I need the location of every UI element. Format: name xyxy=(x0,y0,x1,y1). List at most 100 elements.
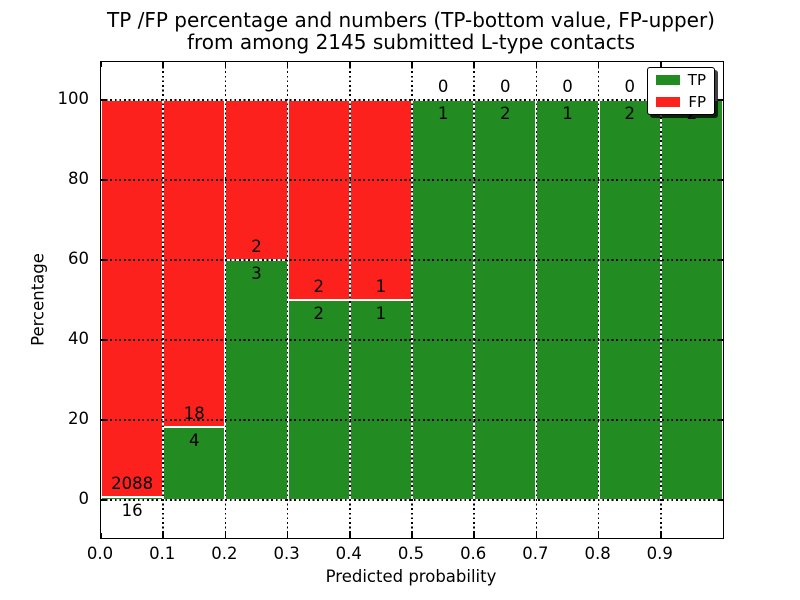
x-tick-label: 0.3 xyxy=(273,544,300,563)
legend-row: FP xyxy=(656,92,706,111)
legend-swatch-tp xyxy=(656,75,680,85)
chart-title-line2: from among 2145 submitted L-type contact… xyxy=(186,30,636,54)
legend-swatch-fp xyxy=(656,97,681,107)
y-tick-label: 20 xyxy=(68,409,89,428)
x-tick-mark xyxy=(535,533,538,538)
x-tick-mark xyxy=(473,533,475,538)
bar-segment-fp xyxy=(287,100,350,300)
bar-label-tp: 1 xyxy=(437,104,449,123)
gridline-v xyxy=(411,62,413,538)
gridline-v xyxy=(473,62,476,538)
y-tick-mark xyxy=(101,339,106,341)
x-tick-mark xyxy=(660,62,662,67)
x-axis-label: Predicted probability xyxy=(325,567,497,586)
gridline-v xyxy=(659,62,662,538)
bar-label-fp: 2 xyxy=(251,237,262,256)
gridline-v xyxy=(286,62,289,538)
x-tick-mark xyxy=(162,533,164,538)
x-tick-mark xyxy=(162,62,164,67)
legend-label-fp: FP xyxy=(688,92,706,111)
chart-title-line1: TP /FP percentage and numbers (TP-bottom… xyxy=(107,8,715,32)
bar-label-tp: 1 xyxy=(375,304,387,323)
y-tick-label: 40 xyxy=(68,329,89,348)
bar-label-fp: 2088 xyxy=(111,473,154,493)
bar-label-tp: 1 xyxy=(562,104,573,123)
x-tick-label: 0.7 xyxy=(522,544,549,563)
legend-label-tp: TP xyxy=(687,70,706,89)
y-tick-label: 80 xyxy=(68,169,89,188)
x-tick-label: 0.1 xyxy=(149,544,176,563)
y-tick-label: 60 xyxy=(68,249,89,268)
x-tick-mark xyxy=(100,62,102,67)
y-tick-mark xyxy=(718,339,723,341)
x-tick-label: 0.0 xyxy=(86,544,114,563)
x-tick-label: 0.4 xyxy=(335,544,362,563)
y-tick-mark xyxy=(718,499,723,501)
bar-segment-tp xyxy=(474,100,537,500)
y-tick-mark xyxy=(718,419,723,421)
y-tick-mark xyxy=(718,99,723,101)
bar-label-tp: 16 xyxy=(121,500,143,520)
bar-segment-tp xyxy=(412,100,475,500)
gridline-v xyxy=(224,62,227,538)
y-tick-mark xyxy=(101,99,106,101)
chart-title: TP /FP percentage and numbers (TP-bottom… xyxy=(22,9,800,53)
y-tick-mark xyxy=(101,259,106,261)
bar-label-fp: 0 xyxy=(500,77,511,96)
x-tick-label: 0.2 xyxy=(211,544,238,563)
x-tick-mark xyxy=(349,62,351,67)
bar-segment-fp xyxy=(101,100,164,497)
bar-label-fp: 18 xyxy=(183,404,205,424)
x-tick-mark xyxy=(660,533,662,538)
bar-label-fp: 2 xyxy=(313,277,324,296)
gridline-v xyxy=(597,62,600,538)
bar-segment-tp xyxy=(349,300,412,500)
bar-label-tp: 2 xyxy=(313,304,324,323)
bar-segment-fp xyxy=(349,100,412,300)
x-tick-mark xyxy=(535,62,538,67)
x-tick-mark xyxy=(597,533,600,538)
x-tick-mark xyxy=(224,62,227,67)
x-tick-mark xyxy=(597,62,600,67)
legend-row: TP xyxy=(656,70,706,89)
x-tick-mark xyxy=(411,533,413,538)
bar-label-tp: 2 xyxy=(624,104,635,123)
x-tick-mark xyxy=(286,533,289,538)
bar-segment-tp xyxy=(536,100,599,500)
y-tick-label: 100 xyxy=(57,89,90,108)
x-tick-mark xyxy=(349,533,351,538)
bar-segment-tp xyxy=(287,300,350,500)
x-tick-mark xyxy=(473,62,475,67)
bar-segment-fp xyxy=(163,100,226,428)
x-tick-label: 0.8 xyxy=(584,544,611,563)
bar-segment-tp xyxy=(598,100,661,500)
y-tick-mark xyxy=(101,499,106,501)
x-tick-label: 0.9 xyxy=(646,544,673,563)
y-tick-mark xyxy=(718,179,723,181)
x-tick-label: 0.5 xyxy=(397,544,425,563)
y-tick-mark xyxy=(101,179,106,181)
x-tick-mark xyxy=(224,533,227,538)
bar-label-tp: 4 xyxy=(189,431,200,451)
x-tick-mark xyxy=(100,533,102,538)
bar-segment-tp xyxy=(660,100,723,500)
gridline-v xyxy=(535,62,538,538)
gridline-v xyxy=(162,62,165,538)
gridline-v xyxy=(348,62,351,538)
bar-label-fp: 0 xyxy=(437,77,449,96)
bar-segment-tp xyxy=(225,260,288,500)
bar-label-tp: 2 xyxy=(500,104,511,123)
legend: TP FP xyxy=(647,67,715,115)
x-tick-label: 0.6 xyxy=(460,544,487,563)
x-tick-mark xyxy=(411,62,413,67)
x-tick-mark xyxy=(286,62,289,67)
bar-label-tp: 3 xyxy=(251,264,262,283)
bar-label-fp: 1 xyxy=(375,277,387,296)
y-tick-label: 0 xyxy=(78,489,90,508)
y-tick-mark xyxy=(101,419,106,421)
bar-label-fp: 0 xyxy=(562,77,573,96)
bar-label-fp: 0 xyxy=(624,77,635,96)
y-tick-mark xyxy=(718,259,723,261)
